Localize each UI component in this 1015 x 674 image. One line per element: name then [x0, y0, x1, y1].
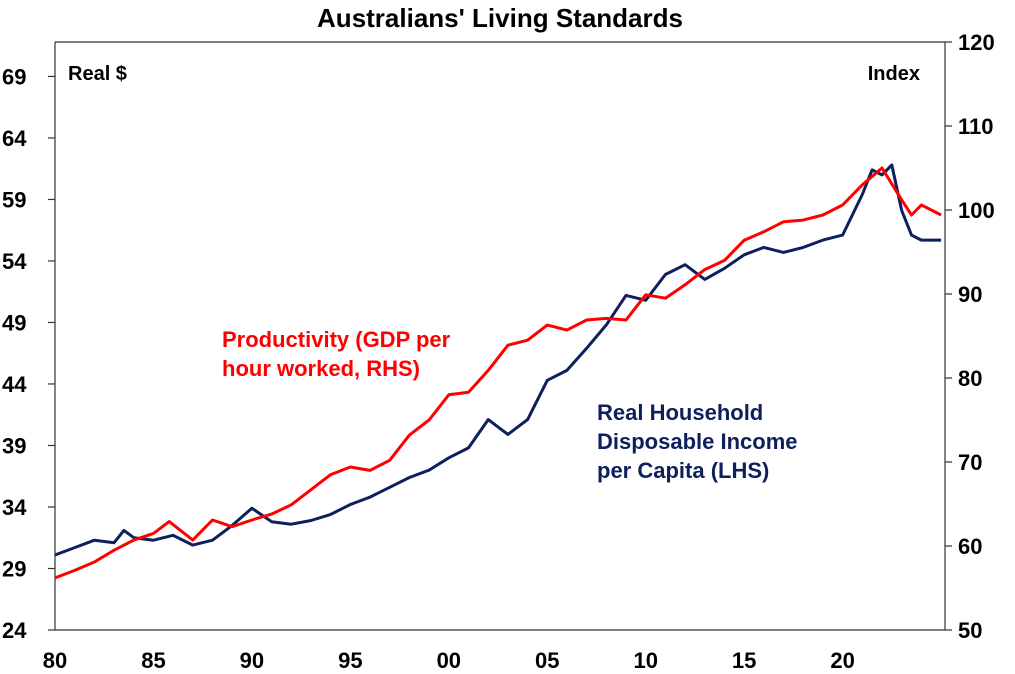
- plot-frame: [54, 41, 946, 631]
- annotations: Productivity (GDP per hour worked, RHS) Re…: [222, 327, 798, 483]
- right-tick-label: 90: [958, 282, 982, 307]
- income-series-line: [54, 163, 942, 557]
- productivity-series-line: [54, 166, 942, 580]
- left-tick-label: 59: [2, 187, 26, 212]
- x-tick-label: 15: [732, 648, 756, 673]
- left-tick-label: 44: [2, 372, 27, 397]
- x-tick-label: 90: [240, 648, 264, 673]
- left-axis-unit-label: Real $: [68, 63, 127, 85]
- x-tick-label: 85: [141, 648, 165, 673]
- x-tick-label: 20: [830, 648, 854, 673]
- chart-title: Australians' Living Standards: [317, 3, 683, 33]
- right-axis-unit-label: Index: [868, 63, 920, 85]
- left-tick-label: 54: [2, 249, 27, 274]
- x-tick-label: 10: [633, 648, 657, 673]
- productivity-annotation: Productivity (GDP per: [222, 327, 451, 352]
- left-tick-label: 24: [2, 618, 27, 643]
- right-axis: 50 60 70 80 90 100 110 120: [945, 30, 995, 643]
- income-annotation: Disposable Income: [597, 429, 798, 454]
- left-tick-label: 34: [2, 495, 27, 520]
- right-tick-label: 120: [958, 30, 995, 55]
- x-tick-label: 80: [43, 648, 67, 673]
- right-tick-label: 50: [958, 618, 982, 643]
- right-tick-label: 110: [958, 114, 994, 139]
- right-tick-label: 70: [958, 450, 982, 475]
- x-tick-label: 00: [437, 648, 461, 673]
- x-tick-label: 05: [535, 648, 559, 673]
- right-tick-label: 60: [958, 534, 982, 559]
- left-tick-label: 69: [2, 64, 26, 89]
- income-annotation: per Capita (LHS): [597, 458, 769, 483]
- x-axis: 80 85 90 95 00 05 10 15 20: [43, 648, 855, 673]
- left-tick-label: 29: [2, 556, 26, 581]
- x-tick-label: 95: [338, 648, 362, 673]
- left-axis: 24 29 34 39 44 49 54 59 64 69: [2, 64, 55, 643]
- left-tick-label: 64: [2, 126, 27, 151]
- left-tick-label: 39: [2, 433, 26, 458]
- income-annotation: Real Household: [597, 400, 763, 425]
- right-tick-label: 100: [958, 198, 995, 223]
- productivity-annotation: hour worked, RHS): [222, 356, 420, 381]
- left-tick-label: 49: [2, 310, 26, 335]
- series-layer: [54, 163, 942, 580]
- right-tick-label: 80: [958, 366, 982, 391]
